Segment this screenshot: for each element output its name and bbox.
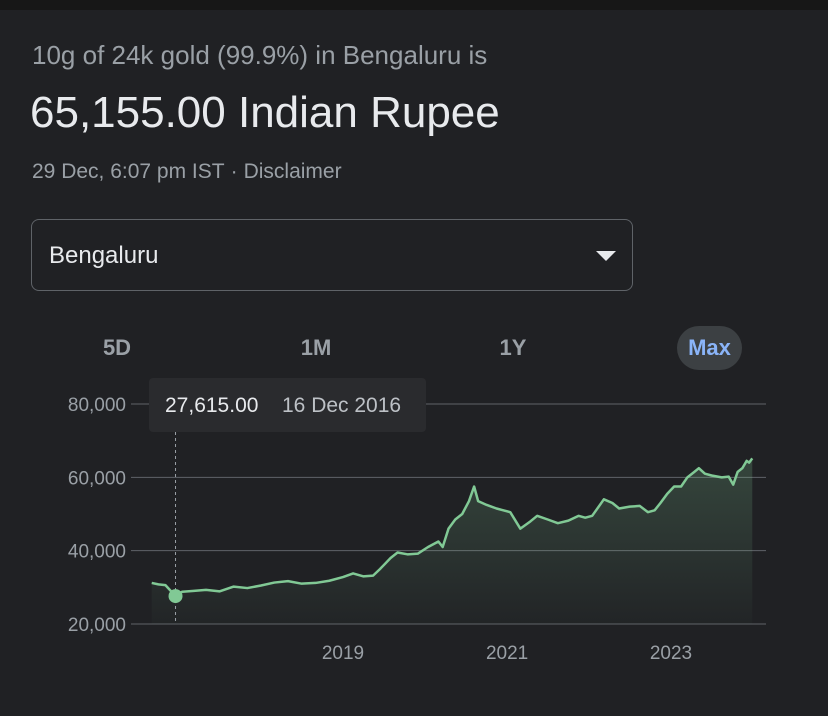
y-tick-label: 40,000	[68, 542, 126, 563]
price-meta: 29 Dec, 6:07 pm IST · Disclaimer	[32, 160, 342, 184]
price-chart[interactable]: 20,000 40,000 60,000 80,000 2019 2021 2023	[0, 370, 828, 670]
current-price: 65,155.00 Indian Rupee	[30, 88, 500, 137]
x-tick-label: 2019	[322, 643, 364, 664]
tooltip-value: 27,615.00	[165, 394, 259, 417]
price-description: 10g of 24k gold (99.9%) in Bengaluru is	[32, 40, 488, 70]
y-tick-label: 80,000	[68, 395, 126, 416]
meta-separator: ·	[230, 160, 238, 183]
tooltip-date: 16 Dec 2016	[282, 394, 402, 417]
price-line	[151, 457, 754, 598]
location-select-value: Bengaluru	[49, 242, 159, 269]
location-select[interactable]: Bengaluru	[31, 219, 633, 291]
highlight-point	[168, 589, 183, 604]
disclaimer-link[interactable]: Disclaimer	[243, 160, 342, 183]
price-area	[151, 458, 753, 624]
chart-tooltip: 27,615.00 16 Dec 2016	[149, 378, 426, 432]
tab-5d[interactable]: 5D	[102, 335, 132, 360]
tab-1y[interactable]: 1Y	[499, 335, 527, 360]
price-timestamp: 29 Dec, 6:07 pm IST	[32, 160, 225, 183]
tab-1m[interactable]: 1M	[300, 335, 332, 360]
caret-down-icon	[596, 251, 616, 261]
y-tick-label: 20,000	[68, 615, 126, 636]
top-bar	[0, 0, 828, 10]
y-tick-label: 60,000	[68, 468, 126, 489]
x-tick-label: 2023	[650, 643, 692, 664]
x-tick-label: 2021	[486, 643, 528, 664]
tab-max[interactable]: Max	[677, 326, 742, 370]
